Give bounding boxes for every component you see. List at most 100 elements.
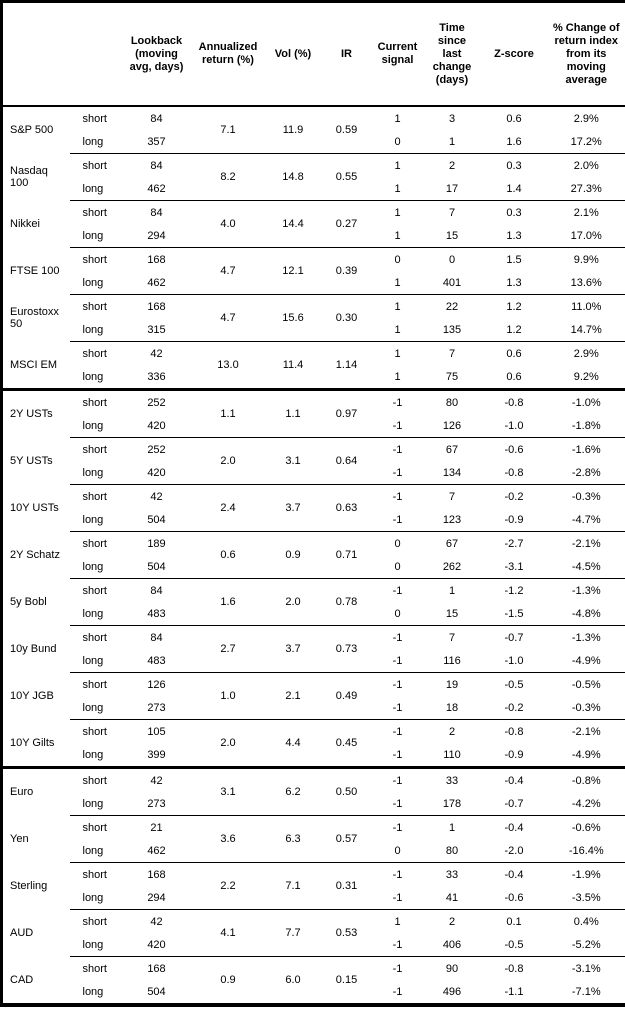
current-signal-value: -1 [392, 938, 403, 951]
asset-row-long: long 504 -1 123 -0.9 -4.7% [2, 508, 625, 532]
lookback-value: 462 [147, 844, 166, 857]
lookback-value: 357 [147, 135, 166, 148]
time-since-value: 80 [445, 844, 459, 857]
asset-row-short: S&P 500 short 84 7.1 11.9 0.59 1 3 0.6 2.9% [2, 105, 625, 154]
pct-change-value: -4.2% [571, 797, 601, 810]
asset-row-long: long 336 1 75 0.6 9.2% [2, 365, 625, 390]
time-since-value: 406 [442, 938, 462, 951]
zscore-value: 1.3 [506, 276, 522, 289]
ir-value: 0.15 [321, 956, 372, 1005]
lookback-value: 462 [147, 182, 166, 195]
zscore-value: 0.6 [480, 341, 548, 365]
time-since-value: 1 [448, 135, 456, 148]
side-label-short: short [69, 719, 122, 743]
current-signal-value: 0 [371, 247, 424, 271]
lookback-value: 399 [147, 748, 166, 761]
current-signal-value: 1 [371, 909, 424, 933]
asset-row-long: long 399 -1 110 -0.9 -4.9% [2, 743, 625, 768]
side-label-long: long [82, 701, 104, 714]
time-since-value: 2 [423, 719, 481, 743]
time-since-value: 80 [423, 388, 481, 414]
lookback-value: 252 [121, 437, 192, 461]
asset-row-long: long 357 0 1 1.6 17.2% [2, 130, 625, 154]
ir-value: 0.64 [321, 437, 372, 485]
time-since-value: 67 [423, 531, 481, 555]
zscore-value: -0.2 [480, 484, 548, 508]
asset-name: 10Y JGB [10, 690, 54, 702]
pct-change-value: 17.0% [570, 229, 602, 242]
side-label-long: long [82, 844, 104, 857]
asset-row-long: long 462 1 17 1.4 27.3% [2, 177, 625, 201]
zscore-value: 0.6 [506, 370, 522, 383]
asset-name: FTSE 100 [10, 265, 60, 277]
ir-value: 0.39 [321, 247, 372, 295]
header-pct-change: % Change of return index from its moving… [547, 1, 625, 107]
lookback-value: 252 [121, 388, 192, 414]
zscore-value: -0.4 [480, 815, 548, 839]
pct-change-value: -3.1% [547, 956, 625, 980]
vol-value: 12.1 [264, 247, 322, 295]
current-signal-value: 1 [394, 370, 401, 383]
time-since-value: 110 [443, 748, 461, 761]
zscore-value: -0.6 [504, 891, 524, 904]
current-signal-value: 0 [394, 560, 401, 573]
side-label-short: short [69, 388, 122, 414]
pct-change-value: -1.3% [547, 625, 625, 649]
asset-row-short: CAD short 168 0.9 6.0 0.15 -1 90 -0.8 -3.1% [2, 956, 625, 1005]
time-since-value: 262 [442, 560, 462, 573]
zscore-value: 0.3 [480, 200, 548, 224]
asset-name: Nasdaq 100 [10, 165, 48, 189]
side-label-short: short [69, 766, 122, 792]
zscore-value: -0.8 [480, 956, 548, 980]
asset-row-long: long 504 -1 496 -1.1 -7.1% [2, 980, 625, 1005]
current-signal-value: 1 [394, 182, 401, 195]
side-label-short: short [69, 909, 122, 933]
pct-change-value: 27.3% [570, 182, 602, 195]
lookback-value: 420 [147, 466, 166, 479]
annualized-return-value: 2.7 [191, 625, 265, 673]
asset-name: CAD [10, 973, 34, 986]
pct-change-value: -0.3% [571, 701, 601, 714]
current-signal-value: -1 [392, 985, 403, 998]
current-signal-value: -1 [371, 672, 424, 696]
current-signal-value: -1 [371, 815, 424, 839]
asset-row-long: long 483 -1 116 -1.0 -4.9% [2, 649, 625, 673]
ir-value: 0.55 [321, 153, 372, 201]
side-label-short: short [69, 437, 122, 461]
zscore-value: -0.4 [480, 862, 548, 886]
zscore-value: -0.7 [480, 625, 548, 649]
current-signal-value: -1 [371, 862, 424, 886]
zscore-value: -1.0 [504, 654, 524, 667]
header-side-blank [69, 1, 122, 107]
vol-value: 14.8 [264, 153, 322, 201]
side-label-long: long [82, 323, 104, 336]
annualized-return-value: 8.2 [191, 153, 265, 201]
side-label-short: short [69, 862, 122, 886]
pct-change-value: -0.3% [547, 484, 625, 508]
current-signal-value: 1 [371, 341, 424, 365]
time-since-value: 7 [423, 625, 481, 649]
asset-row-short: Euro short 42 3.1 6.2 0.50 -1 33 -0.4 -0.8% [1, 766, 625, 816]
annualized-return-value: 2.4 [191, 484, 265, 532]
vol-value: 14.4 [264, 200, 322, 248]
annualized-return-value: 4.1 [191, 909, 265, 957]
current-signal-value: -1 [371, 625, 424, 649]
vol-value: 7.1 [264, 862, 322, 910]
side-label-long: long [82, 891, 104, 904]
current-signal-value: -1 [371, 388, 424, 414]
asset-name: 5Y USTs [10, 455, 53, 467]
pct-change-value: -1.0% [547, 388, 625, 414]
zscore-value: 1.4 [506, 182, 522, 195]
lookback-value: 294 [147, 891, 166, 904]
pct-change-value: -1.6% [547, 437, 625, 461]
side-label-long: long [82, 370, 104, 383]
asset-row-short: 10y Bund short 84 2.7 3.7 0.73 -1 7 -0.7 -1.3% [2, 625, 625, 673]
time-since-value: 33 [423, 766, 481, 792]
lookback-value: 42 [121, 484, 192, 508]
side-label-short: short [69, 153, 122, 177]
zscore-value: 0.3 [480, 153, 548, 177]
pct-change-value: -3.5% [571, 891, 601, 904]
vol-value: 6.3 [264, 815, 322, 863]
time-since-value: 123 [442, 513, 462, 526]
asset-name: Yen [10, 833, 29, 845]
